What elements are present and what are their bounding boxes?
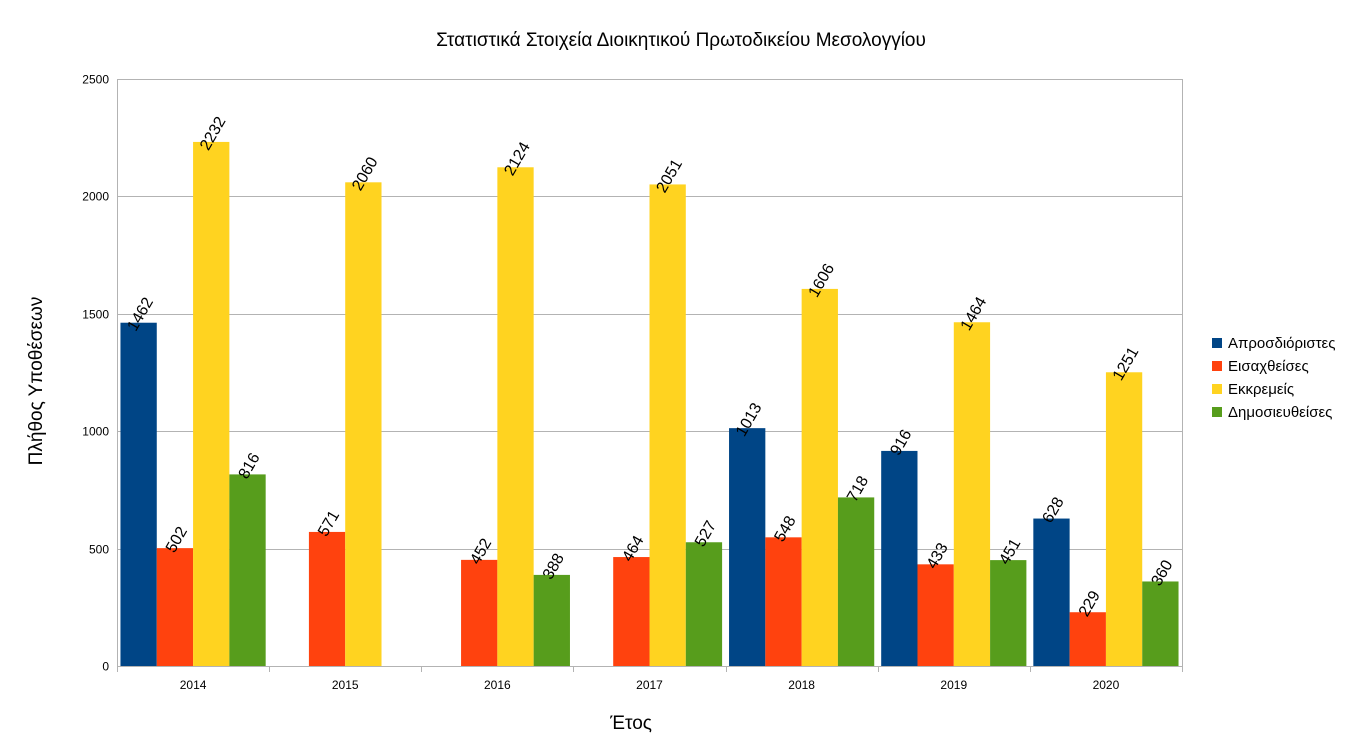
legend-swatch <box>1212 384 1222 394</box>
bar <box>229 474 266 666</box>
legend-label: Δημοσιευθείσες <box>1228 404 1332 421</box>
legend: Απροσδιόριστες Εισαχθείσες Εκκρεμείς Δημοσι… <box>1212 335 1335 421</box>
y-tick-label: 1000 <box>82 425 109 439</box>
x-tick-label: 2020 <box>1093 678 1120 692</box>
legend-label: Εισαχθείσες <box>1228 358 1309 375</box>
axes: 0 500 1000 1500 2000 2500 2014 2015 2016 2017 2018… <box>82 73 1183 692</box>
x-axis-title: Έτος <box>609 713 652 734</box>
y-tick-label: 500 <box>89 543 109 557</box>
x-tick-label: 2015 <box>332 678 359 692</box>
y-axis-title: Πλήθος Υποθέσεων <box>26 297 47 466</box>
bar <box>533 574 570 666</box>
bar <box>497 167 534 666</box>
x-tick-label: 2017 <box>636 678 663 692</box>
bar <box>1069 612 1106 666</box>
legend-swatch <box>1212 407 1222 417</box>
legend-label: Εκκρεμείς <box>1228 381 1294 398</box>
legend-swatch <box>1212 361 1222 371</box>
legend-swatch <box>1212 338 1222 348</box>
bar <box>837 497 875 666</box>
bars <box>120 141 1179 666</box>
bar <box>685 542 723 666</box>
bar <box>1033 518 1070 666</box>
x-tick-label: 2018 <box>788 678 815 692</box>
chart-title: Στατιστικά Στοιχεία Διοικητικού Πρωτοδικ… <box>436 30 926 51</box>
bar <box>613 557 650 666</box>
bar <box>729 428 766 666</box>
y-tick-label: 2500 <box>82 73 109 87</box>
bar <box>308 531 346 666</box>
x-tick-label: 2019 <box>940 678 967 692</box>
legend-label: Απροσδιόριστες <box>1228 335 1335 352</box>
bar <box>990 560 1027 666</box>
y-tick-label: 0 <box>102 660 109 674</box>
bar <box>953 322 991 666</box>
bar <box>345 182 382 666</box>
bar <box>193 141 230 666</box>
x-tick-label: 2016 <box>484 678 511 692</box>
bar <box>801 288 838 666</box>
bar <box>120 322 157 666</box>
bar <box>156 548 194 666</box>
x-tick-label: 2014 <box>180 678 207 692</box>
y-tick-label: 1500 <box>82 308 109 322</box>
bar <box>649 184 686 666</box>
bar <box>1142 581 1179 666</box>
bar <box>1105 372 1143 666</box>
bar <box>461 559 498 666</box>
bar <box>765 537 802 666</box>
y-tick-label: 2000 <box>82 190 109 204</box>
bar <box>917 564 954 666</box>
bar <box>881 450 918 666</box>
